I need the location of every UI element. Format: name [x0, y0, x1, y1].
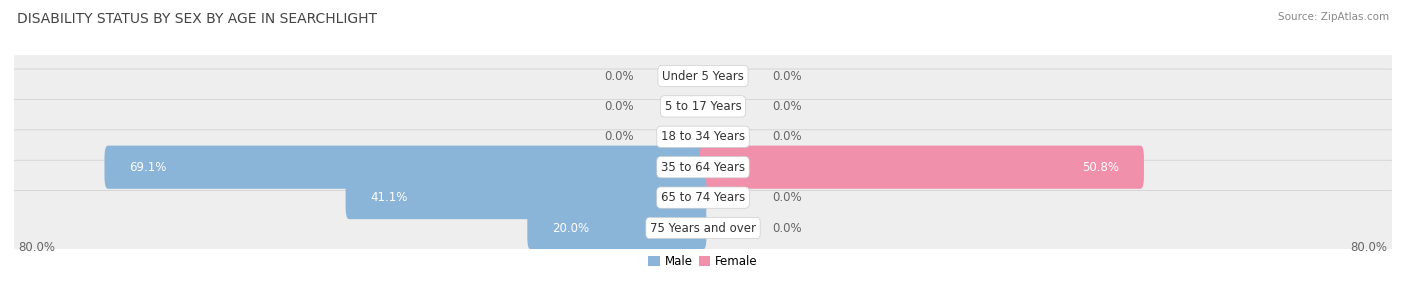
Text: 80.0%: 80.0%	[18, 241, 55, 254]
Text: 35 to 64 Years: 35 to 64 Years	[661, 161, 745, 174]
Text: Under 5 Years: Under 5 Years	[662, 70, 744, 82]
Text: 75 Years and over: 75 Years and over	[650, 222, 756, 234]
Text: 69.1%: 69.1%	[129, 161, 167, 174]
Text: 80.0%: 80.0%	[1351, 241, 1388, 254]
FancyBboxPatch shape	[8, 39, 1398, 113]
Text: 0.0%: 0.0%	[605, 70, 634, 82]
FancyBboxPatch shape	[8, 69, 1398, 144]
Text: 0.0%: 0.0%	[605, 100, 634, 113]
FancyBboxPatch shape	[8, 130, 1398, 205]
Text: DISABILITY STATUS BY SEX BY AGE IN SEARCHLIGHT: DISABILITY STATUS BY SEX BY AGE IN SEARC…	[17, 12, 377, 26]
Text: 5 to 17 Years: 5 to 17 Years	[665, 100, 741, 113]
Text: 50.8%: 50.8%	[1083, 161, 1119, 174]
FancyBboxPatch shape	[700, 146, 1144, 189]
FancyBboxPatch shape	[104, 146, 706, 189]
Text: 0.0%: 0.0%	[772, 130, 801, 143]
FancyBboxPatch shape	[8, 160, 1398, 235]
Legend: Male, Female: Male, Female	[644, 250, 762, 273]
FancyBboxPatch shape	[527, 206, 706, 250]
Text: Source: ZipAtlas.com: Source: ZipAtlas.com	[1278, 12, 1389, 22]
FancyBboxPatch shape	[8, 191, 1398, 265]
Text: 0.0%: 0.0%	[772, 222, 801, 234]
Text: 0.0%: 0.0%	[772, 100, 801, 113]
Text: 41.1%: 41.1%	[371, 191, 408, 204]
Text: 18 to 34 Years: 18 to 34 Years	[661, 130, 745, 143]
Text: 0.0%: 0.0%	[605, 130, 634, 143]
Text: 0.0%: 0.0%	[772, 191, 801, 204]
FancyBboxPatch shape	[8, 99, 1398, 174]
FancyBboxPatch shape	[346, 176, 706, 219]
Text: 65 to 74 Years: 65 to 74 Years	[661, 191, 745, 204]
Text: 20.0%: 20.0%	[553, 222, 589, 234]
Text: 0.0%: 0.0%	[772, 70, 801, 82]
